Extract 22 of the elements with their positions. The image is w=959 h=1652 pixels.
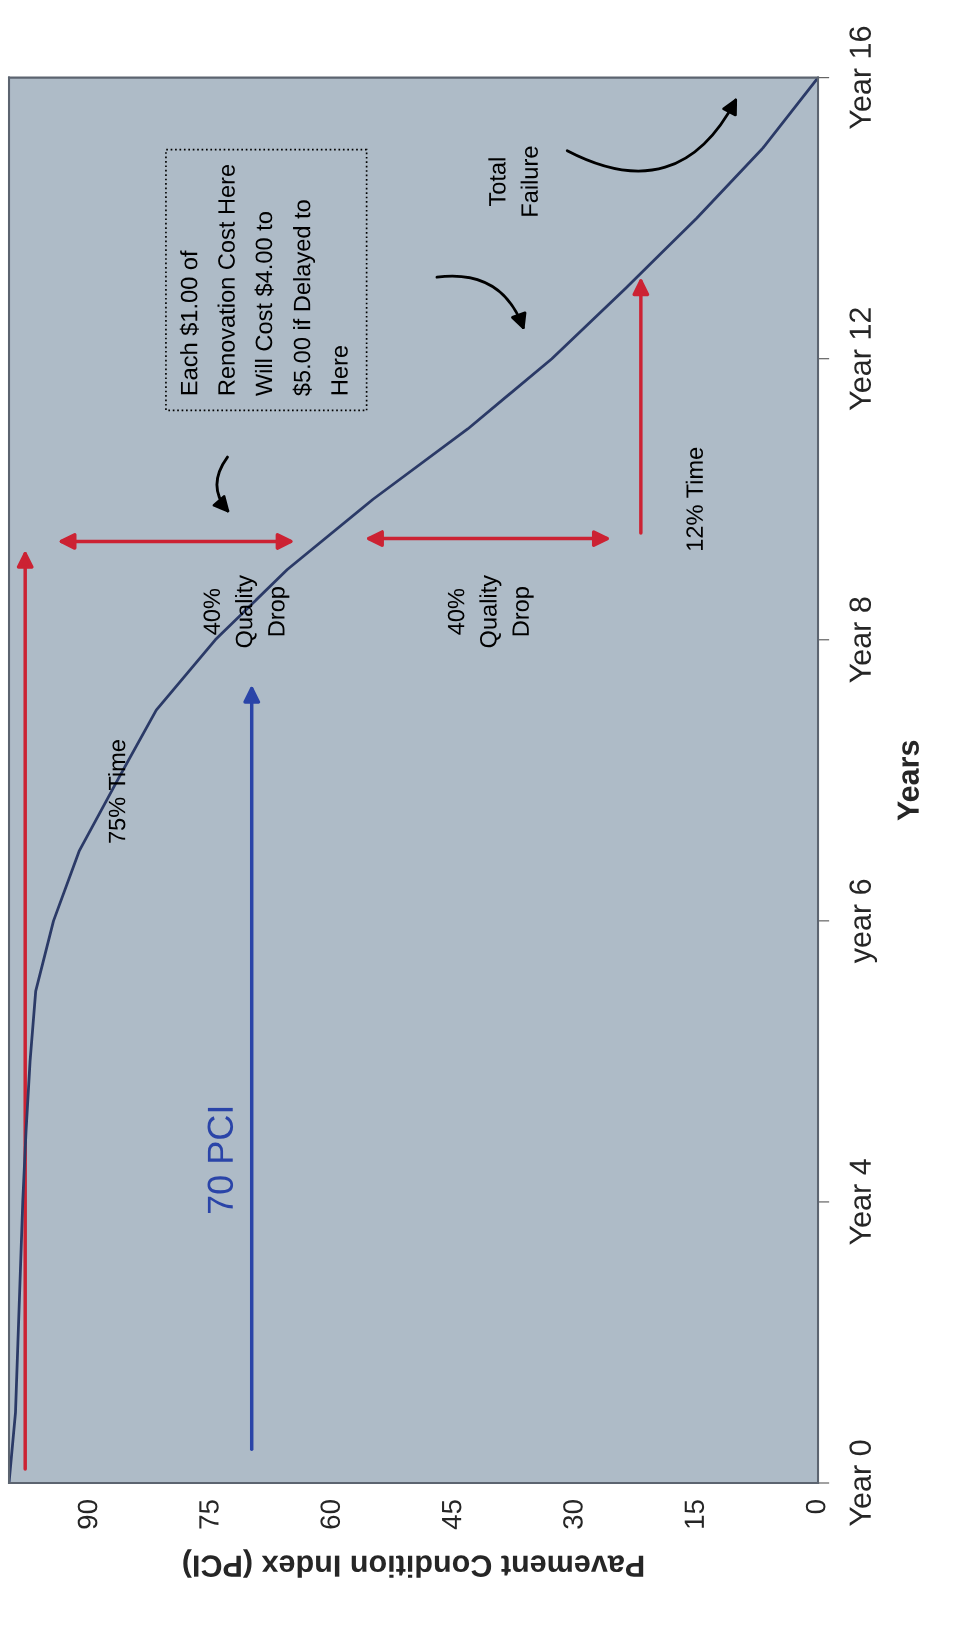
annotation: 40% Quality Drop <box>447 574 534 648</box>
annotation: 75% Time <box>108 740 126 843</box>
y-tick-label: Year 4 <box>849 1159 872 1245</box>
x-tick-label: 0 <box>805 1500 826 1514</box>
x-tick-label: 60 <box>320 1500 341 1529</box>
y-tick-label: year 6 <box>849 879 878 964</box>
annotation: Each $1.00 of Renovation Cost Here Will Cost $4.00 to $5.00 if Delayed to Here <box>179 164 348 397</box>
x-tick-label: 15 <box>684 1500 705 1528</box>
y-tick-label: Year 8 <box>849 597 872 683</box>
y-axis-title: Years <box>897 740 919 821</box>
y-tick-label: Year 16 <box>849 26 872 130</box>
y-tick-label: Year 0 <box>849 1440 872 1526</box>
annotation: 12% Time <box>685 447 704 550</box>
annotation: Total Failure <box>488 146 538 216</box>
x-tick-label: 45 <box>442 1500 462 1530</box>
y-tick-label: Year 12 <box>849 308 872 411</box>
annotation: 40% Quality Drop <box>203 574 290 648</box>
x-tick-label: 90 <box>77 1500 98 1529</box>
annotation: 70 PCI <box>207 1107 234 1214</box>
x-axis-title: Pavement Condition Index (PCI) <box>183 1549 644 1578</box>
x-tick-label: 30 <box>563 1500 583 1529</box>
x-tick-label: 75 <box>199 1500 219 1529</box>
